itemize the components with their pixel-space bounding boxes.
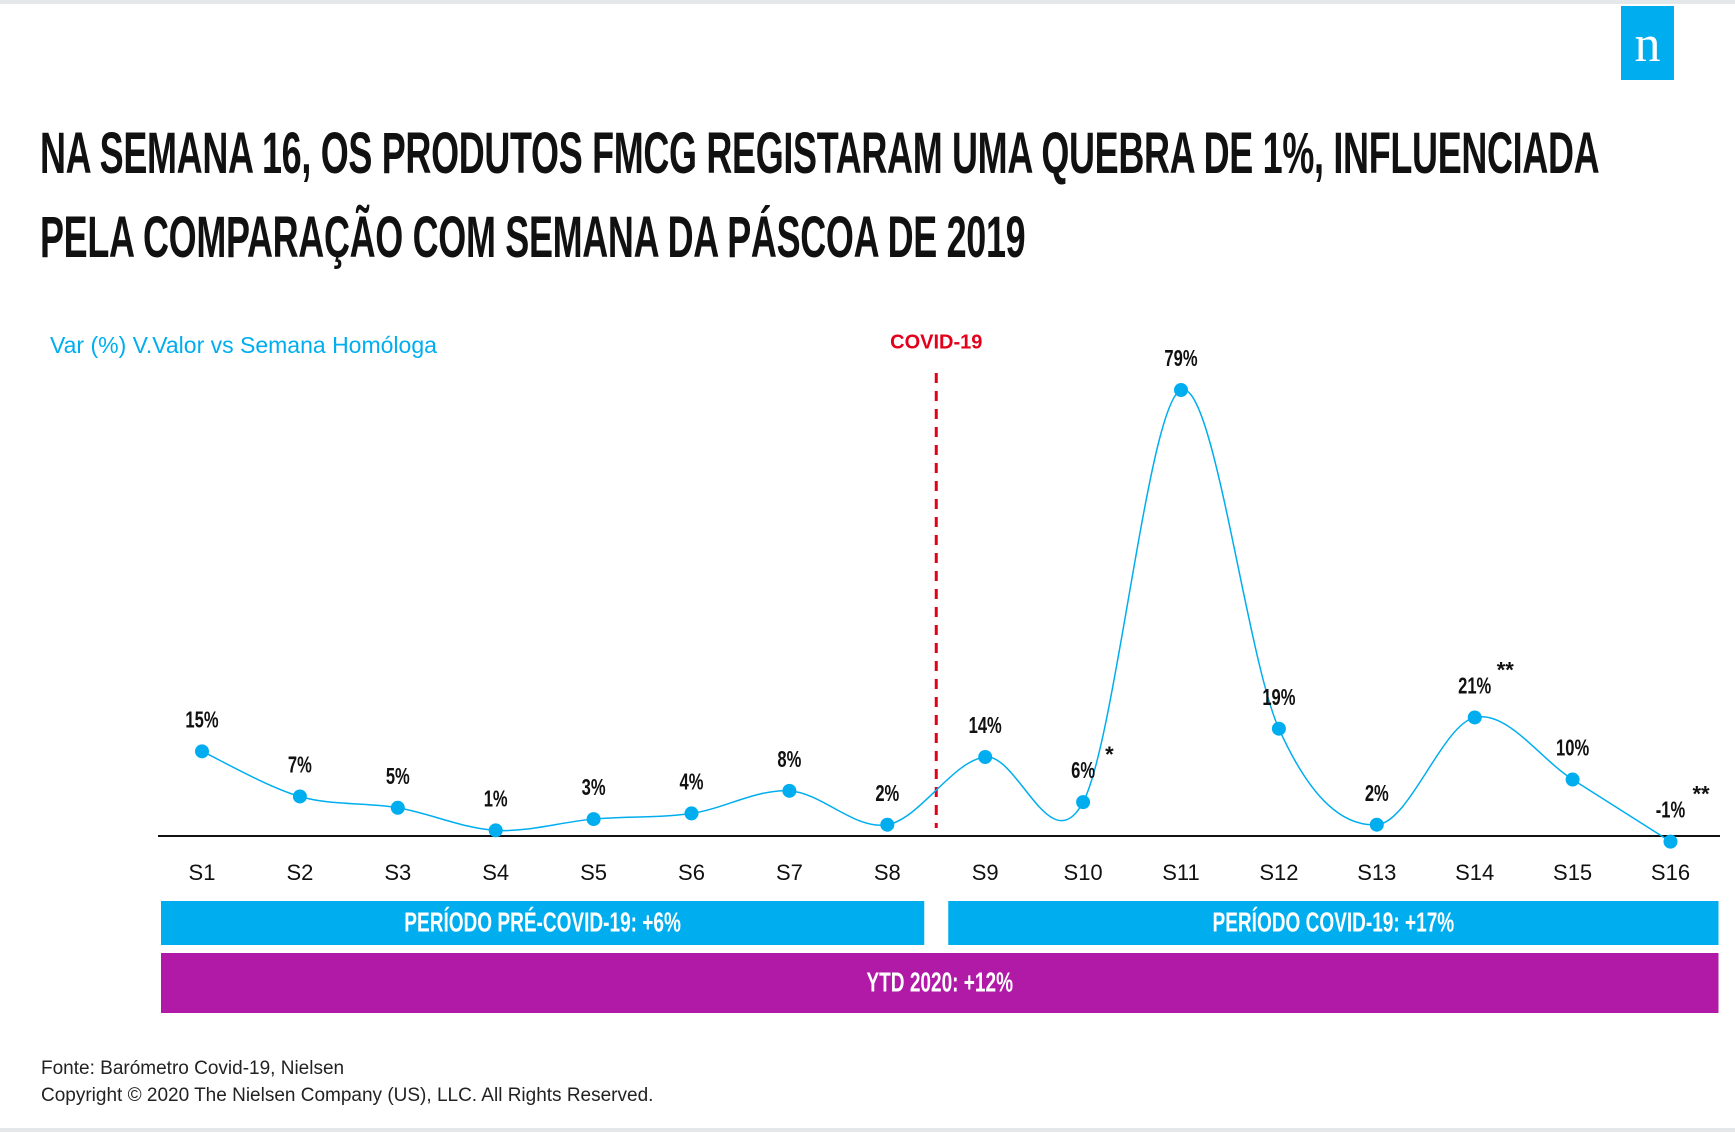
value-label: 15% [185,708,218,733]
x-tick-label: S2 [286,860,313,885]
point [684,806,699,821]
value-label: 8% [777,747,801,772]
value-label: -1% [1656,798,1686,823]
title: NA SEMANA 16, OS PRODUTOS FMCG REGISTARA… [40,121,1599,270]
period-bar [948,901,1719,945]
point [1076,795,1091,810]
annotation: * [1105,742,1114,767]
subtitle: Var (%) V.Valor vs Semana Homóloga [50,332,437,358]
covid-label: COVID-19 [890,331,982,353]
x-tick-label: S9 [972,860,999,885]
x-tick-label: S7 [776,860,803,885]
value-label: 14% [969,714,1002,739]
period-bar [161,901,925,945]
x-tick-label: S15 [1553,860,1592,885]
value-label: 19% [1262,685,1295,710]
point [1174,383,1188,397]
source: Fonte: Barómetro Covid-19, Nielsen [41,1058,345,1079]
value-label: 1% [484,787,508,812]
point [1565,772,1580,787]
x-tick-label: S16 [1651,860,1690,885]
point [390,800,405,815]
logo: n [1621,6,1674,80]
point [488,823,503,838]
x-tick-label: S14 [1455,860,1494,885]
x-tick-label: S13 [1357,860,1396,885]
top-rule [0,0,1735,4]
point [1271,721,1286,736]
value-label: 6% [1071,759,1095,784]
value-label: 10% [1556,736,1589,761]
point [880,817,895,832]
x-tick-label: S8 [874,860,901,885]
value-label: 3% [582,776,606,801]
annotation: ** [1693,781,1711,806]
point [195,744,209,759]
value-label: 79% [1164,347,1197,372]
point [782,783,797,798]
bottom-rule [0,1128,1735,1132]
period-label: PERÍODO COVID-19: +17% [1213,906,1455,939]
point [1369,817,1384,832]
point [586,812,601,827]
value-label: 4% [680,770,704,795]
value-label: 21% [1458,674,1491,699]
value-label: 2% [875,781,899,806]
point [1467,710,1482,725]
point [1663,834,1678,849]
x-tick-label: S10 [1064,860,1103,885]
x-tick-label: S11 [1162,860,1200,885]
copyright: Copyright © 2020 The Nielsen Company (US… [41,1085,654,1106]
point [292,789,307,804]
value-label: 5% [386,764,410,789]
x-tick-label: S12 [1259,860,1298,885]
x-tick-label: S4 [482,860,509,885]
period-label: PERÍODO PRÉ-COVID-19: +6% [404,906,681,939]
value-label: 2% [1365,781,1389,806]
period-label: YTD 2020: +12% [866,967,1013,999]
x-tick-label: S1 [189,860,216,885]
period-bar [161,953,1719,1013]
annotation: ** [1497,657,1515,682]
x-tick-label: S5 [580,860,607,885]
x-tick-label: S6 [678,860,705,885]
point [978,749,993,764]
value-label: 7% [288,753,312,778]
x-tick-label: S3 [384,860,411,885]
